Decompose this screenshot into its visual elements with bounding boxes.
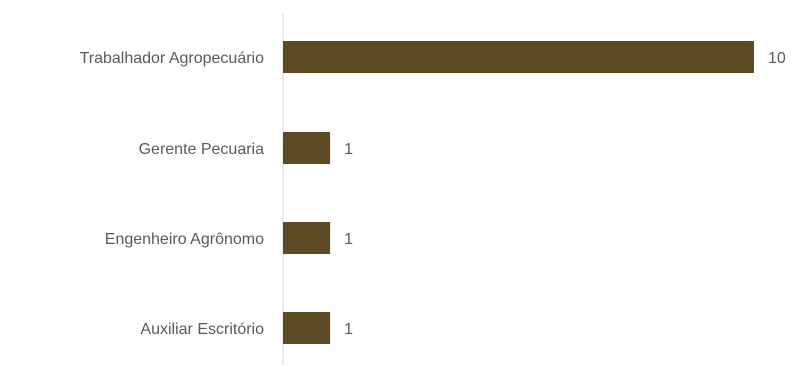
bar <box>283 132 331 164</box>
bars <box>283 41 754 344</box>
data-label: 1 <box>344 321 353 338</box>
bar <box>283 222 331 254</box>
category-label: Engenheiro Agrônomo <box>105 231 264 248</box>
category-label: Auxiliar Escritório <box>140 321 264 338</box>
bar <box>283 312 331 344</box>
bar <box>283 41 754 73</box>
data-label: 1 <box>344 231 353 248</box>
data-labels: 10 1 1 1 <box>344 50 786 338</box>
category-label: Gerente Pecuaria <box>139 141 265 158</box>
category-labels: Trabalhador Agropecuário Gerente Pecuaria… <box>80 50 265 338</box>
data-label: 10 <box>768 50 786 67</box>
category-label: Trabalhador Agropecuário <box>80 50 265 67</box>
data-label: 1 <box>344 141 353 158</box>
